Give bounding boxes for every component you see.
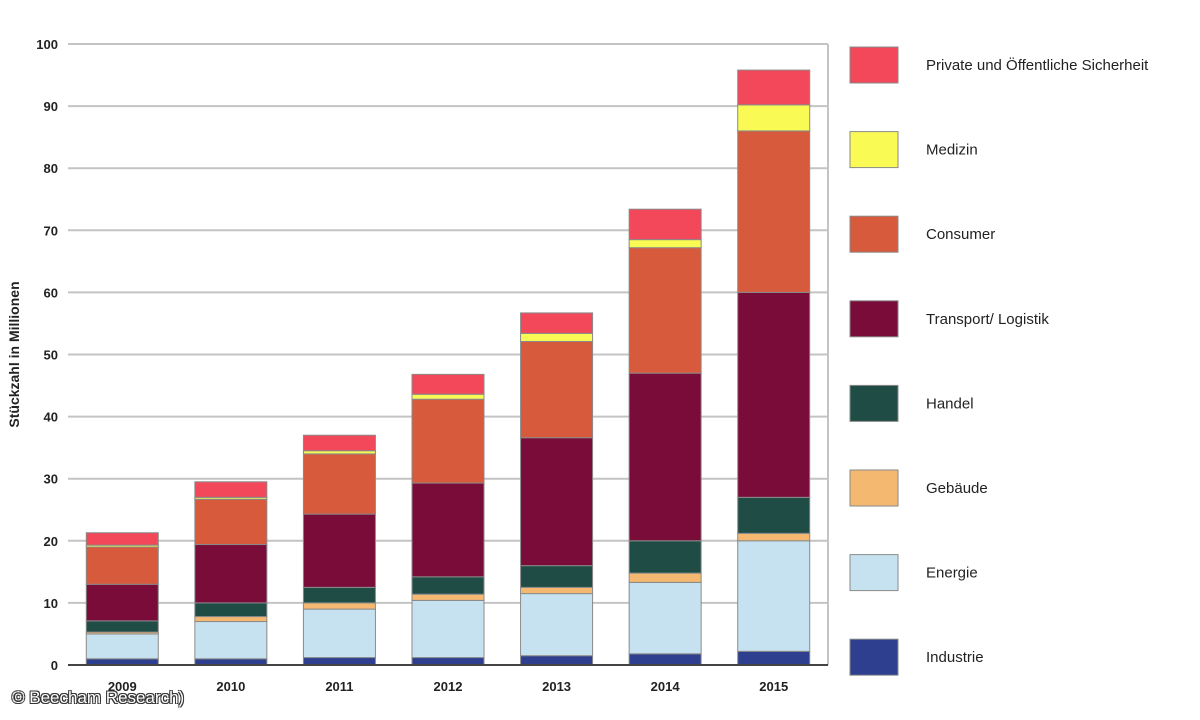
bar-segment [411, 393, 485, 400]
y-tick-label: 0 [51, 658, 58, 673]
bar-segment [411, 657, 485, 666]
bar-segment [628, 653, 702, 666]
legend-label: Transport/ Logistik [926, 311, 1049, 328]
bar-segment [194, 498, 268, 546]
bar-segment [737, 130, 811, 293]
bar-segment [628, 208, 702, 241]
legend-swatch [849, 384, 899, 422]
y-tick-label: 90 [44, 99, 58, 114]
bar-segment [628, 572, 702, 583]
bar-segment [411, 599, 485, 659]
bar-segment [85, 620, 159, 633]
legend-label: Industrie [926, 649, 984, 666]
bar-segment [302, 657, 376, 666]
y-axis-label: Stückzahl in Millionen [6, 281, 22, 427]
bar-segment [520, 312, 594, 334]
bar-segment [302, 602, 376, 610]
legend-swatch [849, 469, 899, 507]
bar-segment [628, 239, 702, 249]
copyright-notice: © Beecham Research) [12, 688, 185, 707]
bar-segment [737, 532, 811, 542]
bar-segment [302, 434, 376, 452]
legend-swatch [849, 638, 899, 676]
y-tick-label: 40 [44, 410, 58, 425]
bar-segment [85, 583, 159, 622]
bar-segment [737, 540, 811, 652]
legend-label: Private und Öffentliche Sicherheit [926, 56, 1149, 74]
bar-segment [520, 593, 594, 657]
y-tick-label: 20 [44, 534, 58, 549]
bar-segment [520, 586, 594, 595]
legend-swatch [849, 131, 899, 169]
bar-segment [302, 608, 376, 659]
legend-swatch [849, 300, 899, 338]
bar-segment [302, 513, 376, 588]
bar-segment [302, 453, 376, 515]
legend-swatch [849, 46, 899, 84]
bar-segment [302, 586, 376, 604]
bar-segment [737, 291, 811, 498]
bar-segment [411, 576, 485, 595]
y-tick-label: 100 [36, 37, 58, 52]
bar-segment [194, 616, 268, 623]
bar-segment [194, 602, 268, 618]
y-tick-label: 80 [44, 161, 58, 176]
bar-segment [628, 540, 702, 574]
bar-segment [194, 481, 268, 498]
x-tick-label: 2014 [651, 679, 681, 694]
legend-label: Handel [926, 395, 974, 412]
x-tick-label: 2013 [542, 679, 571, 694]
legend-label: Medizin [926, 142, 978, 159]
bar-segment [520, 655, 594, 666]
bar-segment [411, 593, 485, 601]
bar-segment [520, 332, 594, 342]
legend-label: Consumer [926, 226, 995, 243]
x-tick-label: 2012 [434, 679, 463, 694]
x-tick-label: 2009 [108, 679, 137, 694]
bar-segment [85, 633, 159, 660]
x-tick-label: 2015 [759, 679, 788, 694]
bar-segment [520, 437, 594, 567]
legend-swatch [849, 554, 899, 592]
x-tick-label: 2010 [216, 679, 245, 694]
y-tick-label: 50 [44, 348, 58, 363]
bar-segment [628, 247, 702, 374]
bar-segment [737, 69, 811, 106]
bar-segment [411, 398, 485, 484]
legend-label: Gebäude [926, 480, 988, 497]
y-tick-label: 10 [44, 596, 58, 611]
bar-segment [737, 650, 811, 666]
x-tick-label: 2011 [325, 679, 353, 694]
bar-segment [194, 621, 268, 660]
y-tick-label: 30 [44, 472, 58, 487]
legend-swatch [849, 215, 899, 253]
legend-label: Energie [926, 565, 978, 582]
y-tick-label: 60 [44, 285, 58, 300]
y-tick-label: 70 [44, 223, 58, 238]
bar-segment [737, 104, 811, 132]
bar-segment [737, 496, 811, 534]
bar-segment [520, 565, 594, 588]
bar-segment [520, 340, 594, 439]
bar-segment [411, 373, 485, 395]
bar-segment [628, 372, 702, 542]
bar-segment [411, 482, 485, 578]
bar-segment [194, 544, 268, 604]
bar-segment [85, 546, 159, 585]
bar-segment [628, 581, 702, 655]
bar-segment [85, 532, 159, 546]
